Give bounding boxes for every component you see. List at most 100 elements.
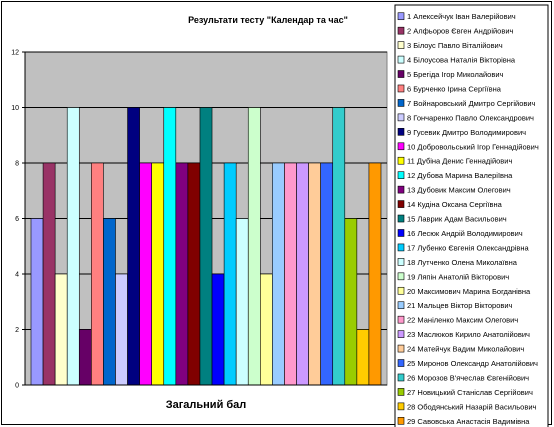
legend-swatch [397,128,405,136]
legend-swatch [397,272,405,281]
legend-swatch [397,373,405,382]
bar [139,162,152,386]
bar [344,218,358,386]
legend-label: 27 Новицький Станіслав Сергійович [407,388,533,397]
legend-swatch [397,229,405,237]
bar [356,329,370,386]
plot-area: 0 2 4 6 8 10 12 [11,50,388,390]
legend-swatch [397,243,405,252]
y-tick-label: 6 [15,216,19,223]
legend-label: 16 Лесюк Андрій Володимирович [407,229,523,238]
bar [199,107,213,386]
y-tick-label: 4 [15,272,19,279]
legend-label: 21 Мальцев Віктор Вікторович [407,301,513,310]
legend-label: 6 Бурченко Ірина Сергіївна [407,84,502,93]
bar [211,273,225,386]
chart-title: Результати тесту "Календар та час" [188,15,348,25]
bar [42,162,56,386]
y-tick-label: 8 [15,161,19,168]
legend-swatch [397,55,405,64]
legend-label: 7 Войнаровський Дмитро Сергійович [407,99,536,108]
bar [260,273,273,386]
legend-label: 11 Дубіна Денис Геннадійович [407,157,512,166]
bar [320,162,334,386]
bar [127,107,140,386]
legend-swatch [397,214,405,223]
y-tick-label: 12 [11,50,19,57]
legend-label: 28 Ободянський Назарій Васильович [407,402,537,411]
legend-label: 17 Лубенко Євгенія Олександрівна [407,243,530,252]
legend-swatch [397,99,405,107]
bar [30,218,44,386]
bar [368,162,382,386]
legend-swatch [397,330,405,338]
legend-label: 2 Алфьоров Євген Андрійович [407,27,514,36]
legend-label: 29 Савовська Анастасія Вадимівна [407,417,530,426]
legend-swatch [397,359,405,367]
legend-label: 3 Білоус Павло Віталійович [407,41,503,50]
legend-swatch [397,258,405,266]
legend-label: 19 Ляпін Анатолій Вікторович [407,272,509,281]
legend-label: 23 Маслюков Кирило Анатолійович [407,330,530,339]
bar [332,107,346,386]
legend: 1 Алексейчук Іван Валерійович 2 Алфьоров … [394,4,549,427]
legend-swatch [397,388,405,396]
y-tick-label: 10 [11,105,19,112]
bar [66,107,80,386]
legend-swatch [397,402,405,411]
bar [175,162,189,386]
legend-label: 18 Лутченко Олена Миколаївна [407,258,518,267]
legend-box [394,4,549,427]
y-tick-label: 0 [15,383,19,390]
bar [115,273,128,386]
legend-label: 4 Білоусова Наталія Вікторівна [407,56,516,65]
legend-swatch [397,185,405,194]
bar [308,162,321,386]
legend-label: 13 Дубовик Максим Олегович [407,186,511,195]
bar [163,107,177,386]
legend-swatch [397,84,405,93]
legend-swatch [397,301,405,310]
bar [272,162,285,386]
legend-swatch [397,12,405,21]
bar [78,329,92,386]
legend-label: 10 Добровольський Ігор Геннадійович [407,142,539,151]
y-tick-label: 2 [15,327,19,334]
legend-swatch [397,113,405,122]
bar [151,162,165,386]
legend-swatch [397,286,405,295]
legend-swatch [397,315,405,324]
legend-label: 5 Брегіда Ігор Миколайович [407,70,504,79]
bar [91,162,104,386]
bar [103,218,116,386]
bar [284,162,297,386]
legend-swatch [397,156,405,165]
legend-label: 9 Гусевик Дмитро Володимирович [407,128,526,137]
legend-swatch [397,171,405,179]
legend-swatch [397,70,405,78]
bar [235,218,249,386]
legend-label: 15 Лаврик Адам Васильович [407,215,507,224]
legend-label: 25 Миронов Олександр Анатолійович [407,359,538,368]
legend-swatch [397,26,405,35]
bar [296,162,309,386]
bar [54,273,68,386]
legend-label: 14 Кудіна Оксана Сергіївна [407,200,503,209]
legend-label: 20 Максимович Марина Богданівна [407,287,531,296]
legend-swatch [397,200,405,208]
bar [247,107,261,386]
bar [223,162,237,386]
legend-swatch [397,41,405,49]
legend-label: 22 Маніленко Максим Олегович [407,316,518,325]
legend-swatch [397,417,405,425]
bar [187,162,201,386]
x-axis-label: Загальний бал [166,399,247,411]
legend-swatch [397,142,405,151]
legend-label: 24 Матейчук Вадим Миколайович [407,345,524,354]
legend-label: 12 Дубова Марина Валеріївна [407,171,513,180]
legend-swatch [397,344,405,353]
legend-label: 26 Морозов В'ячеслав Євгенійович [407,373,529,382]
legend-label: 1 Алексейчук Іван Валерійович [407,12,516,21]
legend-label: 8 Гончаренко Павло Олександрович [407,113,534,122]
